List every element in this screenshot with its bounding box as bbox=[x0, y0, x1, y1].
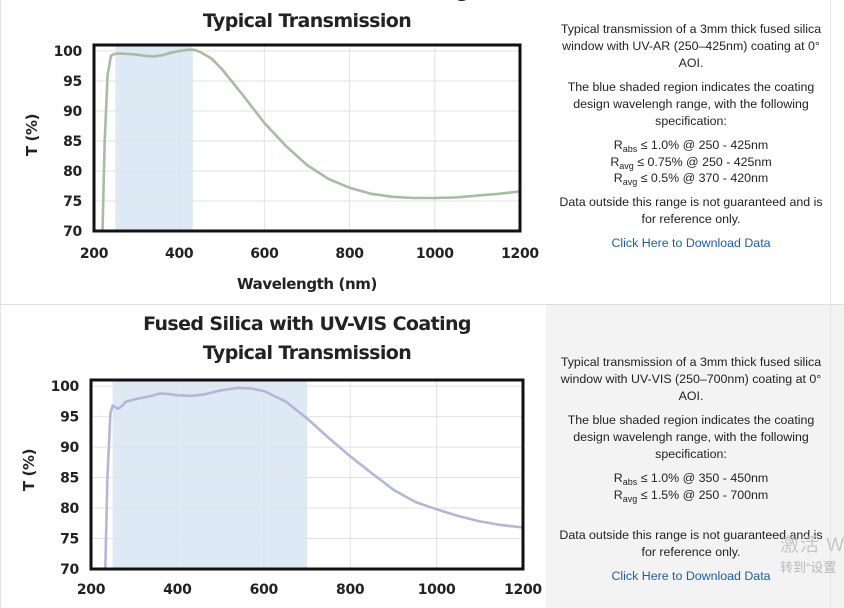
info-cell: Typical transmission of a 3mm thick fuse… bbox=[546, 0, 831, 305]
chart-title-line1: Fused Silica with UV-VIS Coating bbox=[143, 313, 471, 335]
info-cell: Typical transmission of a 3mm thick fuse… bbox=[546, 305, 831, 608]
y-tick-label: 100 bbox=[54, 44, 83, 60]
spec-line: Rabs ≤ 1.0% @ 250 - 425nm bbox=[556, 137, 826, 154]
x-tick-label: 600 bbox=[250, 246, 279, 262]
x-tick-label: 800 bbox=[335, 246, 364, 262]
description-text: Typical transmission of a 3mm thick fuse… bbox=[560, 355, 822, 403]
coating-range-shade bbox=[112, 380, 307, 569]
transmission-line bbox=[104, 386, 524, 570]
y-tick-label: 75 bbox=[60, 532, 79, 548]
x-tick-label: 200 bbox=[80, 246, 109, 262]
y-axis-label: T (%) bbox=[20, 449, 38, 491]
x-tick-label: 800 bbox=[336, 582, 365, 598]
spec-subscript: avg bbox=[622, 177, 638, 187]
y-tick-label: 80 bbox=[60, 501, 79, 517]
x-tick-label: 1200 bbox=[501, 246, 539, 262]
spec-value: ≤ 0.75% @ 250 - 425nm bbox=[633, 154, 772, 169]
right-margin bbox=[831, 305, 844, 608]
y-tick-label: 85 bbox=[63, 134, 82, 150]
y-tick-label: 100 bbox=[51, 379, 80, 395]
y-tick-label: 80 bbox=[63, 164, 82, 180]
spec-symbol: R bbox=[613, 471, 623, 485]
spec-symbol: R bbox=[610, 154, 620, 169]
right-margin bbox=[831, 0, 844, 305]
y-tick-label: 70 bbox=[63, 224, 82, 240]
x-tick-label: 1000 bbox=[416, 246, 454, 262]
x-tick-label: 200 bbox=[77, 582, 106, 598]
panel-uv-vis: Fused Silica with UV-VIS Coating Typical … bbox=[0, 305, 844, 608]
y-tick-label: 95 bbox=[60, 410, 79, 426]
y-tick-label: 95 bbox=[63, 74, 82, 90]
disclaimer-text: Data outside this range is not guarantee… bbox=[559, 528, 823, 559]
y-tick-label: 70 bbox=[60, 562, 79, 578]
spec-line: Rabs ≤ 1.0% @ 350 - 450nm bbox=[556, 470, 826, 487]
download-data-link[interactable]: Click Here to Download Data bbox=[611, 235, 771, 250]
spec-list: Rabs ≤ 1.0% @ 250 - 425nm Ravg ≤ 0.75% @ … bbox=[556, 137, 826, 187]
spec-symbol: R bbox=[613, 138, 623, 152]
spec-line: Ravg ≤ 1.5% @ 250 - 700nm bbox=[556, 487, 826, 504]
x-tick-label: 600 bbox=[250, 582, 279, 598]
transmission-chart: Fused Silica with UV-AR Coating Typical T… bbox=[23, 0, 540, 293]
spec-symbol: R bbox=[613, 171, 623, 185]
disclaimer-text: Data outside this range is not guarantee… bbox=[559, 194, 823, 226]
spec-symbol: R bbox=[613, 487, 623, 502]
description-text: Typical transmission of a 3mm thick fuse… bbox=[560, 22, 822, 70]
transmission-line bbox=[101, 48, 521, 232]
spec-value: ≤ 1.5% @ 250 - 700nm bbox=[637, 487, 769, 502]
transmission-chart: Fused Silica with UV-VIS Coating Typical … bbox=[20, 313, 543, 598]
y-axis-label: T (%) bbox=[23, 114, 41, 156]
plot-frame bbox=[89, 378, 525, 571]
spec-value: ≤ 0.5% @ 370 - 420nm bbox=[637, 171, 769, 185]
spec-line: Ravg ≤ 0.5% @ 370 - 420nm bbox=[556, 170, 826, 187]
x-axis-label: Wavelength (nm) bbox=[237, 275, 377, 293]
y-tick-label: 90 bbox=[63, 104, 82, 120]
chart-cell: Fused Silica with UV-VIS Coating Typical … bbox=[0, 305, 547, 608]
x-tick-label: 1000 bbox=[418, 582, 456, 598]
x-tick-label: 400 bbox=[165, 246, 194, 262]
info-text: Typical transmission of a 3mm thick fuse… bbox=[556, 354, 826, 592]
spec-value: ≤ 1.0% @ 350 - 450nm bbox=[637, 471, 769, 485]
chart-cell: Fused Silica with UV-AR Coating Typical T… bbox=[0, 0, 547, 305]
spec-line: Ravg ≤ 0.75% @ 250 - 425nm bbox=[556, 154, 826, 171]
spec-list: Rabs ≤ 1.0% @ 350 - 450nm Ravg ≤ 1.5% @ 2… bbox=[556, 470, 826, 503]
coating-range-shade bbox=[115, 45, 193, 231]
chart-title-line2: Typical Transmission bbox=[203, 10, 411, 32]
plot-frame bbox=[92, 43, 522, 233]
spec-subscript: abs bbox=[622, 477, 638, 487]
y-tick-label: 75 bbox=[63, 194, 82, 210]
y-tick-label: 90 bbox=[60, 440, 79, 456]
download-data-link[interactable]: Click Here to Download Data bbox=[611, 569, 771, 583]
y-tick-label: 85 bbox=[60, 471, 79, 487]
chart-title-line2: Typical Transmission bbox=[203, 342, 411, 364]
spec-subscript: abs bbox=[622, 144, 638, 154]
info-text: Typical transmission of a 3mm thick fuse… bbox=[556, 21, 826, 259]
x-tick-label: 1200 bbox=[504, 582, 542, 598]
spec-subscript: avg bbox=[622, 493, 638, 504]
chart-title-line1: Fused Silica with UV-AR Coating bbox=[145, 0, 469, 2]
panel-uv-ar: Fused Silica with UV-AR Coating Typical T… bbox=[0, 0, 844, 305]
shaded-note: The blue shaded region indicates the coa… bbox=[567, 413, 815, 461]
x-tick-label: 400 bbox=[163, 582, 192, 598]
shaded-note: The blue shaded region indicates the coa… bbox=[567, 80, 815, 128]
row-divider bbox=[0, 304, 844, 305]
spec-value: ≤ 1.0% @ 250 - 425nm bbox=[637, 138, 769, 152]
spec-subscript: avg bbox=[619, 160, 634, 171]
